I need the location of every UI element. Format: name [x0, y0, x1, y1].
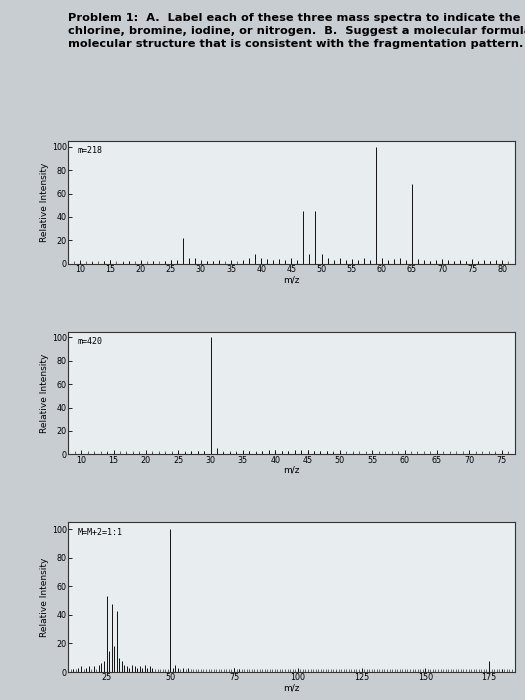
X-axis label: m/z: m/z	[283, 684, 300, 693]
Y-axis label: Relative Intensity: Relative Intensity	[40, 162, 49, 242]
X-axis label: m/z: m/z	[283, 466, 300, 475]
Text: M=M+2=1:1: M=M+2=1:1	[77, 528, 122, 537]
X-axis label: m/z: m/z	[283, 275, 300, 284]
Text: m=420: m=420	[77, 337, 102, 346]
Text: Problem 1:  A.  Label each of these three mass spectra to indicate the presence : Problem 1: A. Label each of these three …	[68, 13, 525, 49]
Y-axis label: Relative Intensity: Relative Intensity	[40, 557, 49, 637]
Y-axis label: Relative Intensity: Relative Intensity	[40, 354, 49, 433]
Text: m=218: m=218	[77, 146, 102, 155]
